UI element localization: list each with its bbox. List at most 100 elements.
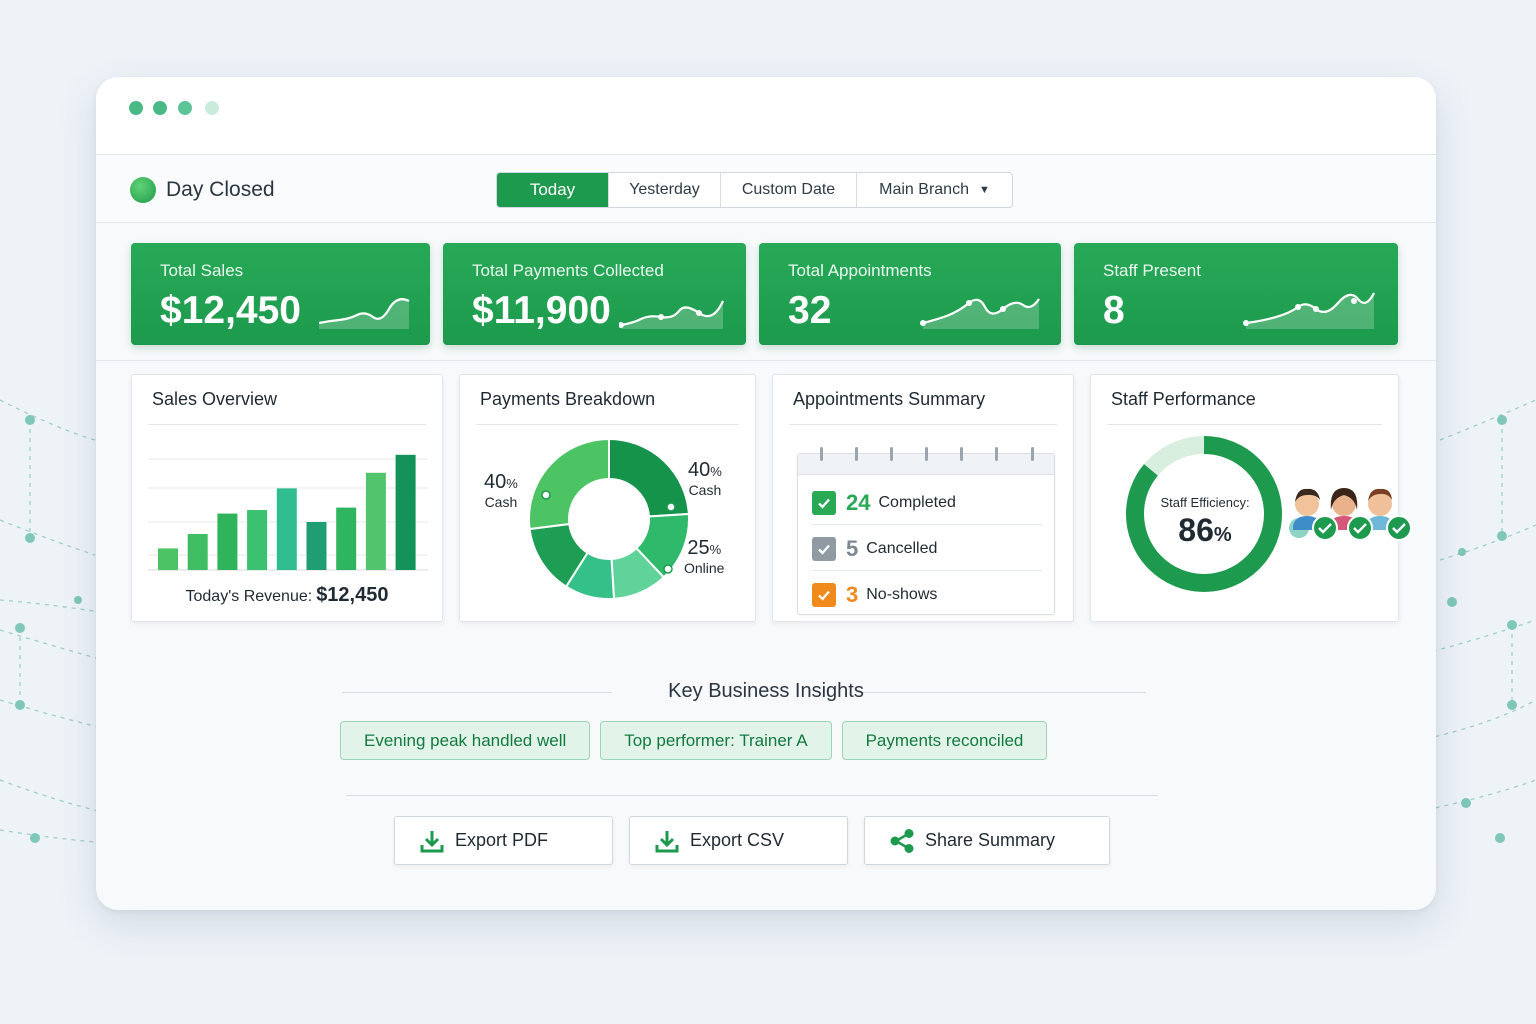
window-dot-4[interactable] <box>205 101 219 115</box>
sales-bar <box>306 522 327 570</box>
kpi-total-appointments[interactable]: Total Appointments 32 <box>759 243 1061 345</box>
appt-row-completed[interactable]: 24 Completed <box>812 481 1042 525</box>
appt-label: No-shows <box>866 586 938 603</box>
appt-label: Completed <box>878 493 956 511</box>
staff-efficiency-ring <box>1126 436 1282 592</box>
insight-chip[interactable]: Top performer: Trainer A <box>600 721 832 760</box>
toolbar: Day Closed Today Yesterday Custom Date M… <box>96 155 1436 223</box>
kpi-value: 8 <box>1103 289 1125 332</box>
divider <box>148 424 426 425</box>
revenue-value: $12,450 <box>316 584 389 606</box>
export-csv-label: Export CSV <box>690 830 785 850</box>
efficiency-readout: Staff Efficiency: 86% <box>1125 495 1285 549</box>
date-filter-tabs: Today Yesterday Custom Date Main Branch … <box>496 172 1013 208</box>
sales-bar <box>276 488 297 570</box>
divider <box>476 424 739 425</box>
pie-leader-dot <box>541 490 551 500</box>
appt-count: 24 <box>846 489 871 515</box>
export-csv-button[interactable]: Export CSV <box>629 816 848 865</box>
pie-label-unit: % <box>710 464 722 479</box>
pie-leader-dot <box>666 502 676 512</box>
kpi-value: 32 <box>788 289 832 332</box>
divider <box>1107 424 1382 425</box>
branch-dropdown[interactable]: Main Branch ▼ <box>857 173 1012 207</box>
branch-selected: Main Branch <box>879 181 969 198</box>
kpi-label: Total Sales <box>160 261 244 280</box>
pie-label-name: Cash <box>484 494 518 510</box>
card-title: Payments Breakdown <box>480 389 656 409</box>
appt-count: 5 <box>846 535 859 561</box>
share-summary-label: Share Summary <box>925 830 1056 850</box>
pie-label-name: Online <box>684 560 725 576</box>
card-title: Appointments Summary <box>793 389 986 409</box>
pie-label-cash-right: 40% Cash <box>688 459 722 498</box>
card-title: Staff Performance <box>1111 389 1256 409</box>
insight-chips: Evening peak handled well Top performer:… <box>340 721 1048 760</box>
sales-bar <box>247 510 268 570</box>
card-sales-overview[interactable]: Sales Overview Today's Revenue: $12,450 <box>131 374 443 622</box>
share-icon <box>890 828 914 853</box>
chevron-down-icon: ▼ <box>978 184 990 196</box>
download-icon <box>655 830 679 852</box>
kpi-total-payments[interactable]: Total Payments Collected $11,900 <box>443 243 746 345</box>
staff-avatars-icon <box>1289 488 1412 541</box>
card-appointments-summary[interactable]: Appointments Summary 24 Completed 5 Canc… <box>772 374 1074 622</box>
appointments-calendar: 24 Completed 5 Cancelled 3 No-shows <box>797 447 1055 617</box>
divider <box>346 795 1158 796</box>
check-icon <box>812 490 836 515</box>
window-titlebar <box>96 77 1436 155</box>
sales-bar <box>187 534 208 570</box>
pie-label-pct: 40 <box>688 459 711 481</box>
kpi-row: Total Sales $12,450 Total Payments Colle… <box>96 223 1436 361</box>
window-dot-3[interactable] <box>178 101 192 115</box>
kpi-value: $11,900 <box>472 289 611 332</box>
card-payments-breakdown[interactable]: Payments Breakdown 40% Cash 40% Cash 25%… <box>459 374 756 622</box>
divider <box>342 692 612 693</box>
appt-row-no-shows[interactable]: 3 No-shows <box>812 573 1042 617</box>
export-pdf-label: Export PDF <box>455 830 549 850</box>
sales-bar-chart <box>148 454 428 571</box>
divider <box>789 424 1057 425</box>
export-pdf-button[interactable]: Export PDF <box>394 816 613 865</box>
pie-label-pct: 40 <box>484 471 507 493</box>
check-icon <box>812 536 836 561</box>
status-indicator-icon <box>130 177 156 203</box>
appt-label: Cancelled <box>866 539 938 557</box>
day-status: Day Closed <box>130 177 275 203</box>
insight-chip[interactable]: Payments reconciled <box>841 721 1048 760</box>
appt-row-cancelled[interactable]: 5 Cancelled <box>812 527 1042 571</box>
window-dot-2[interactable] <box>153 101 167 115</box>
pie-label-pct: 25 <box>687 537 710 559</box>
dashboard-window: Day Closed Today Yesterday Custom Date M… <box>96 77 1436 910</box>
card-staff-performance[interactable]: Staff Performance Staff Efficiency: 86% <box>1090 374 1412 622</box>
pie-label-name: Cash <box>688 482 722 498</box>
check-icon <box>812 583 836 607</box>
kpi-label: Total Appointments <box>788 261 932 280</box>
sales-bar <box>365 472 386 570</box>
insight-chip[interactable]: Evening peak handled well <box>340 721 591 760</box>
status-label: Day Closed <box>166 178 275 201</box>
tab-yesterday[interactable]: Yesterday <box>609 173 721 207</box>
kpi-staff-present[interactable]: Staff Present 8 <box>1074 243 1398 345</box>
pie-label-unit: % <box>709 542 722 557</box>
insights-title: Key Business Insights <box>668 680 864 702</box>
efficiency-unit: % <box>1213 524 1232 546</box>
todays-revenue: Today's Revenue: $12,450 <box>132 584 442 607</box>
tab-today[interactable]: Today <box>497 173 609 207</box>
pie-label-unit: % <box>506 476 518 491</box>
kpi-label: Total Payments Collected <box>472 261 664 280</box>
sales-bar <box>158 548 178 570</box>
pie-label-online: 25% Online <box>684 537 724 576</box>
kpi-total-sales[interactable]: Total Sales $12,450 <box>131 243 430 345</box>
pie-leader-dot <box>663 564 673 574</box>
window-dot-1[interactable] <box>129 101 143 115</box>
download-icon <box>420 830 444 852</box>
sales-bar <box>336 507 357 570</box>
kpi-value: $12,450 <box>160 289 301 332</box>
donut-slice <box>528 437 610 531</box>
tab-custom-date[interactable]: Custom Date <box>721 173 857 207</box>
appt-count: 3 <box>846 582 859 607</box>
share-summary-button[interactable]: Share Summary <box>864 816 1110 865</box>
sparkline-icon <box>619 300 725 329</box>
efficiency-value: 86 <box>1178 512 1214 548</box>
